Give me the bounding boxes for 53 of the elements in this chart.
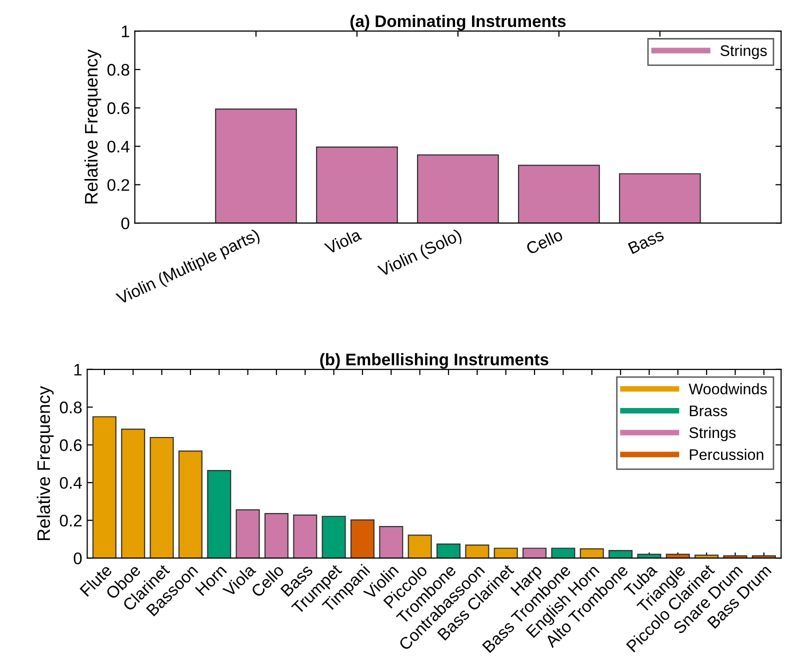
bar (178, 450, 202, 558)
bar (666, 554, 690, 558)
x-tick-label: Bass (628, 228, 665, 254)
bar (408, 534, 432, 558)
bar (379, 526, 404, 558)
y-tick-label: 0.4 (107, 140, 130, 153)
y-tick-label: 1 (74, 364, 82, 376)
bar (518, 164, 600, 224)
y-tick-label: 0.2 (60, 514, 82, 527)
bar (417, 154, 499, 224)
bar (150, 436, 174, 558)
y-tick-label: 0.6 (107, 102, 130, 114)
bar (694, 554, 719, 558)
y-axis-title: Relative Frequency (36, 386, 54, 540)
bar (494, 548, 518, 558)
bar (350, 519, 375, 558)
y-tick-label: 1 (122, 26, 130, 38)
legend-label: Percussion (690, 448, 764, 460)
bar (316, 146, 398, 224)
bar (608, 550, 633, 558)
y-tick-label: 0 (121, 217, 130, 230)
bar (264, 512, 288, 558)
bar (236, 509, 260, 558)
bar (92, 416, 116, 558)
bar (465, 544, 490, 558)
y-tick-label: 0.6 (60, 439, 82, 452)
y-tick-label: 0.8 (60, 402, 82, 414)
bar (723, 555, 748, 558)
legend-label: Strings (689, 426, 736, 442)
bar (752, 555, 776, 558)
bar (637, 554, 662, 558)
bar (436, 544, 461, 558)
bar (580, 548, 604, 558)
bar (121, 428, 146, 558)
legend-label: Strings (720, 44, 767, 60)
y-tick-label: 0.2 (107, 179, 130, 191)
y-tick-label: 0.4 (60, 477, 82, 489)
legend-label: Woodwinds (688, 383, 767, 394)
bar (207, 470, 232, 558)
chart-title: (a) Dominating Instruments (350, 14, 566, 30)
x-tick-label: Cello (525, 228, 564, 255)
x-tick-label: Viola (324, 228, 362, 255)
bar (522, 548, 547, 558)
legend-label: Brass (690, 406, 728, 416)
bar (618, 173, 701, 224)
chart-title: (b) Embellishing Instruments (320, 353, 548, 369)
bar (322, 516, 346, 558)
y-tick-label: 0.8 (107, 64, 130, 76)
bar (293, 514, 318, 558)
bar (551, 548, 576, 558)
bar (215, 108, 297, 224)
y-tick-label: 0 (74, 552, 82, 564)
y-axis-title: Relative Frequency (84, 49, 102, 204)
